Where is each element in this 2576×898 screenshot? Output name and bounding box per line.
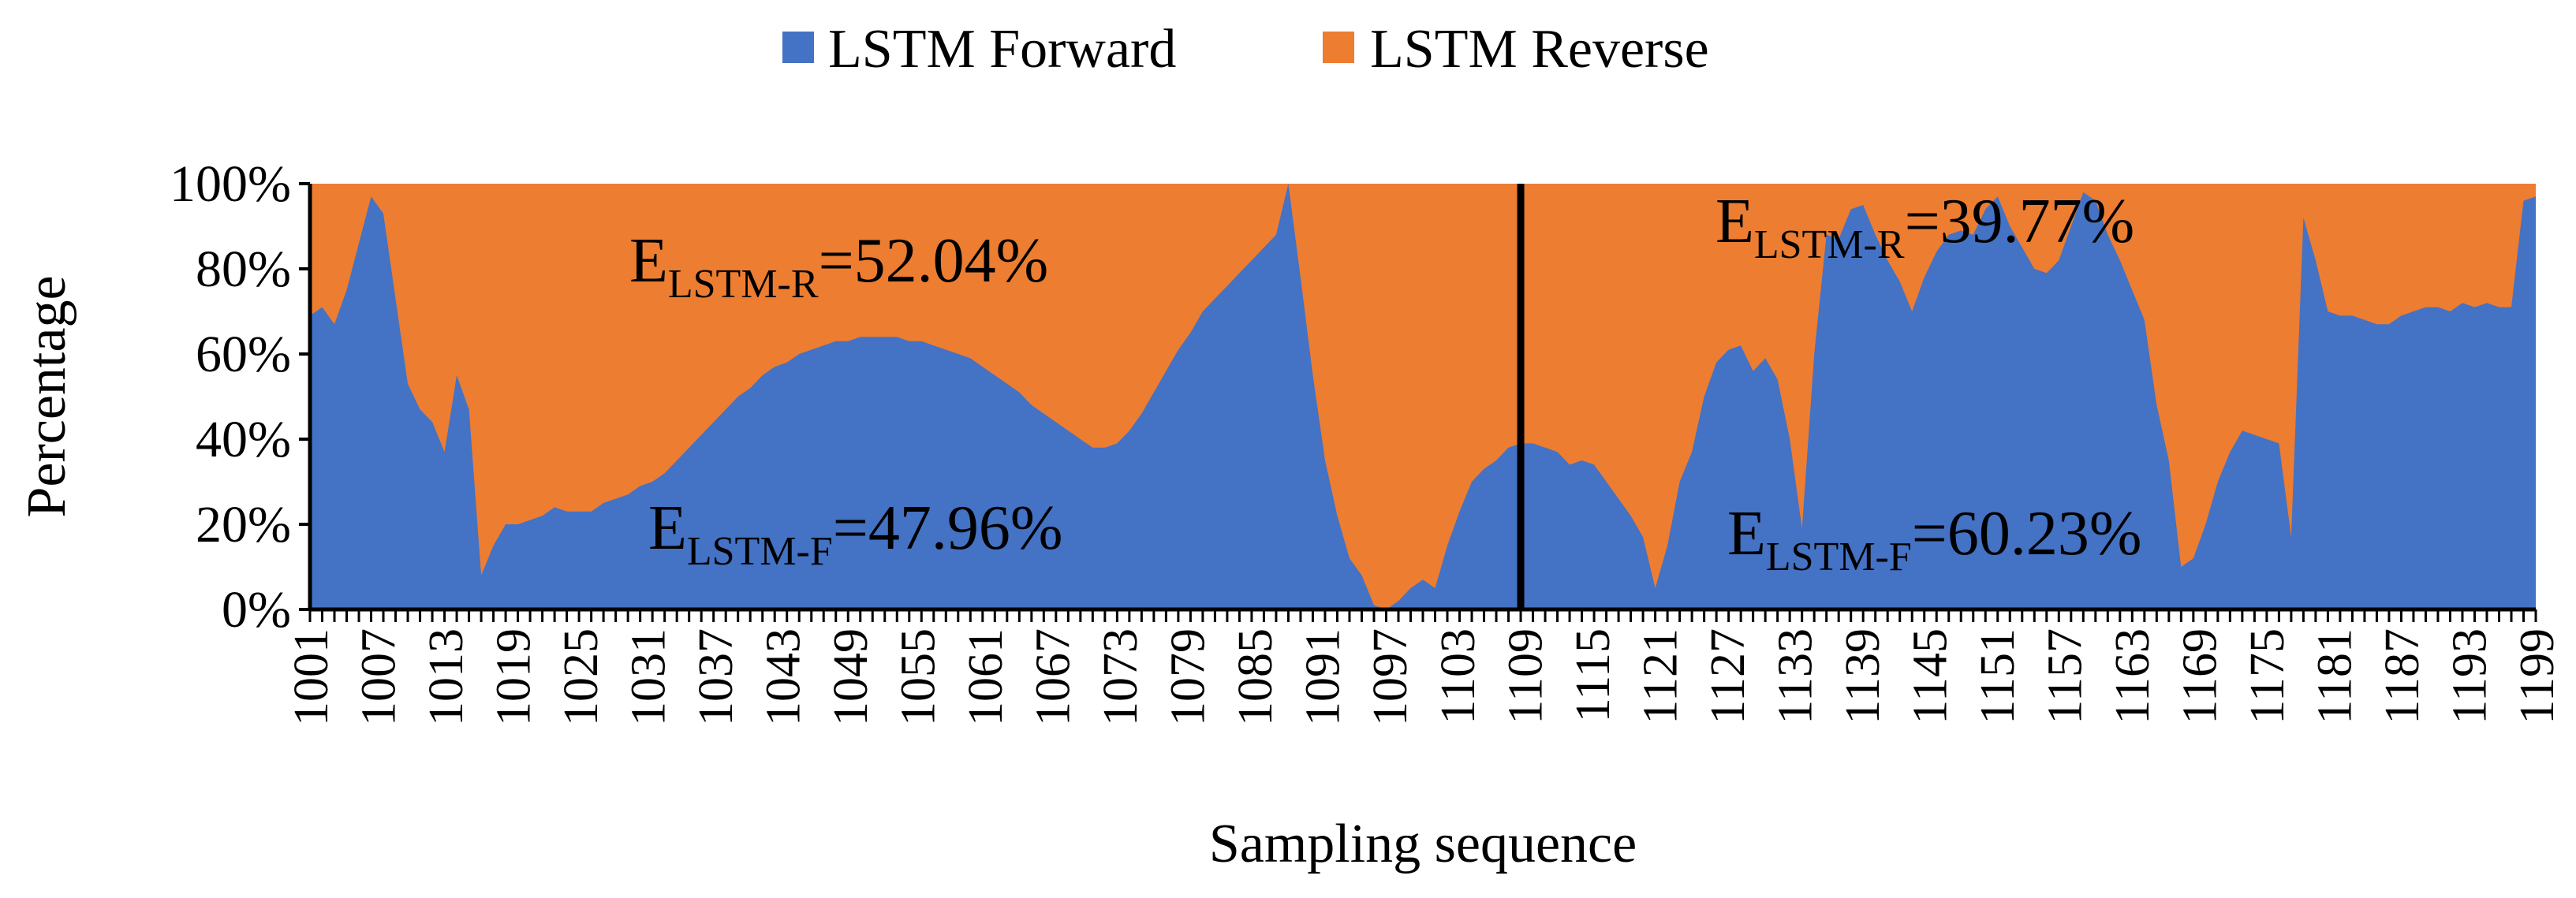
- annotation-lstm-r-right: ELSTM-R=39.77%: [1715, 187, 2134, 267]
- x-tick-label: 1187: [2376, 628, 2429, 725]
- x-tick-label: 1121: [1633, 628, 1687, 725]
- x-tick-label: 1013: [420, 628, 473, 726]
- x-tick-label: 1001: [285, 628, 338, 726]
- y-tick-label: 80%: [196, 240, 291, 298]
- x-tick-label: 1097: [1364, 628, 1417, 726]
- annotation-base: E: [629, 226, 668, 296]
- y-tick-label: 100%: [170, 155, 291, 213]
- x-tick-label: 1007: [353, 628, 406, 726]
- annotation-base: E: [648, 494, 687, 563]
- x-tick-label: 1067: [1027, 628, 1081, 726]
- x-tick-label: 1133: [1768, 628, 1822, 725]
- x-tick-label: 1199: [2511, 628, 2564, 725]
- x-tick-label: 1037: [689, 628, 743, 726]
- annotation-lstm-f-right: ELSTM-F=60.23%: [1727, 499, 2142, 579]
- x-tick-label: 1175: [2241, 628, 2294, 725]
- x-tick-label: 1049: [824, 628, 878, 726]
- annotation-subscript: LSTM-F: [1766, 535, 1912, 579]
- x-tick-label: 1139: [1836, 628, 1890, 725]
- x-tick-label: 1151: [1971, 628, 2025, 725]
- x-tick-label: 1181: [2308, 628, 2361, 725]
- annotation-value: =47.96%: [833, 494, 1063, 563]
- x-tick-label: 1079: [1162, 628, 1215, 726]
- annotation-value: =39.77%: [1905, 187, 2135, 256]
- x-tick-label: 1085: [1229, 628, 1282, 726]
- x-tick-label: 1019: [487, 628, 541, 726]
- annotations: ELSTM-R=52.04% ELSTM-F=47.96% ELSTM-R=39…: [629, 187, 2142, 579]
- x-tick-label: 1145: [1903, 628, 1957, 725]
- y-tick-label: 0%: [222, 581, 291, 639]
- legend-swatch-forward: [782, 32, 814, 63]
- x-tick-label: 1115: [1566, 628, 1620, 722]
- y-ticks: 0% 20% 40% 60% 80% 100%: [170, 155, 310, 639]
- x-tick-label: 1127: [1701, 628, 1755, 725]
- y-tick-label: 60%: [196, 326, 291, 383]
- legend-swatch-reverse: [1323, 32, 1354, 63]
- series-area-forward: [310, 184, 2536, 609]
- x-ticks: 1001 1007 1013 1019 1025 1031 1037 1043 1049 1055…: [285, 609, 2564, 726]
- annotation-subscript: LSTM-R: [668, 262, 819, 307]
- x-tick-label: 1025: [554, 628, 608, 726]
- x-tick-label: 1061: [959, 628, 1013, 726]
- annotation-lstm-f-left: ELSTM-F=47.96%: [648, 494, 1063, 574]
- legend: LSTM Forward LSTM Reverse: [782, 19, 1709, 80]
- annotation-value: =60.23%: [1912, 499, 2142, 568]
- x-tick-label: 1043: [757, 628, 811, 726]
- y-tick-label: 40%: [196, 411, 291, 468]
- y-tick-label: 20%: [196, 496, 291, 553]
- legend-label-reverse: LSTM Reverse: [1370, 19, 1709, 80]
- annotation-subscript: LSTM-F: [687, 529, 833, 574]
- x-tick-label: 1055: [892, 628, 946, 726]
- x-tick-label: 1031: [622, 628, 676, 726]
- x-tick-label: 1109: [1499, 628, 1552, 725]
- x-tick-label: 1103: [1432, 628, 1485, 725]
- x-tick-label: 1169: [2173, 628, 2227, 725]
- x-tick-label: 1073: [1094, 628, 1148, 726]
- x-tick-label: 1163: [2106, 628, 2160, 725]
- x-tick-label: 1193: [2443, 628, 2496, 725]
- y-axis-title: Percentage: [17, 275, 77, 517]
- annotation-value: =52.04%: [819, 226, 1049, 296]
- annotation-base: E: [1727, 499, 1766, 568]
- annotation-lstm-r-left: ELSTM-R=52.04%: [629, 226, 1048, 307]
- x-axis-title: Sampling sequence: [1209, 814, 1637, 874]
- annotation-subscript: LSTM-R: [1754, 222, 1905, 267]
- annotation-base: E: [1715, 187, 1754, 256]
- x-tick-label: 1091: [1297, 628, 1350, 726]
- legend-label-forward: LSTM Forward: [828, 19, 1176, 80]
- x-tick-label: 1157: [2038, 628, 2092, 725]
